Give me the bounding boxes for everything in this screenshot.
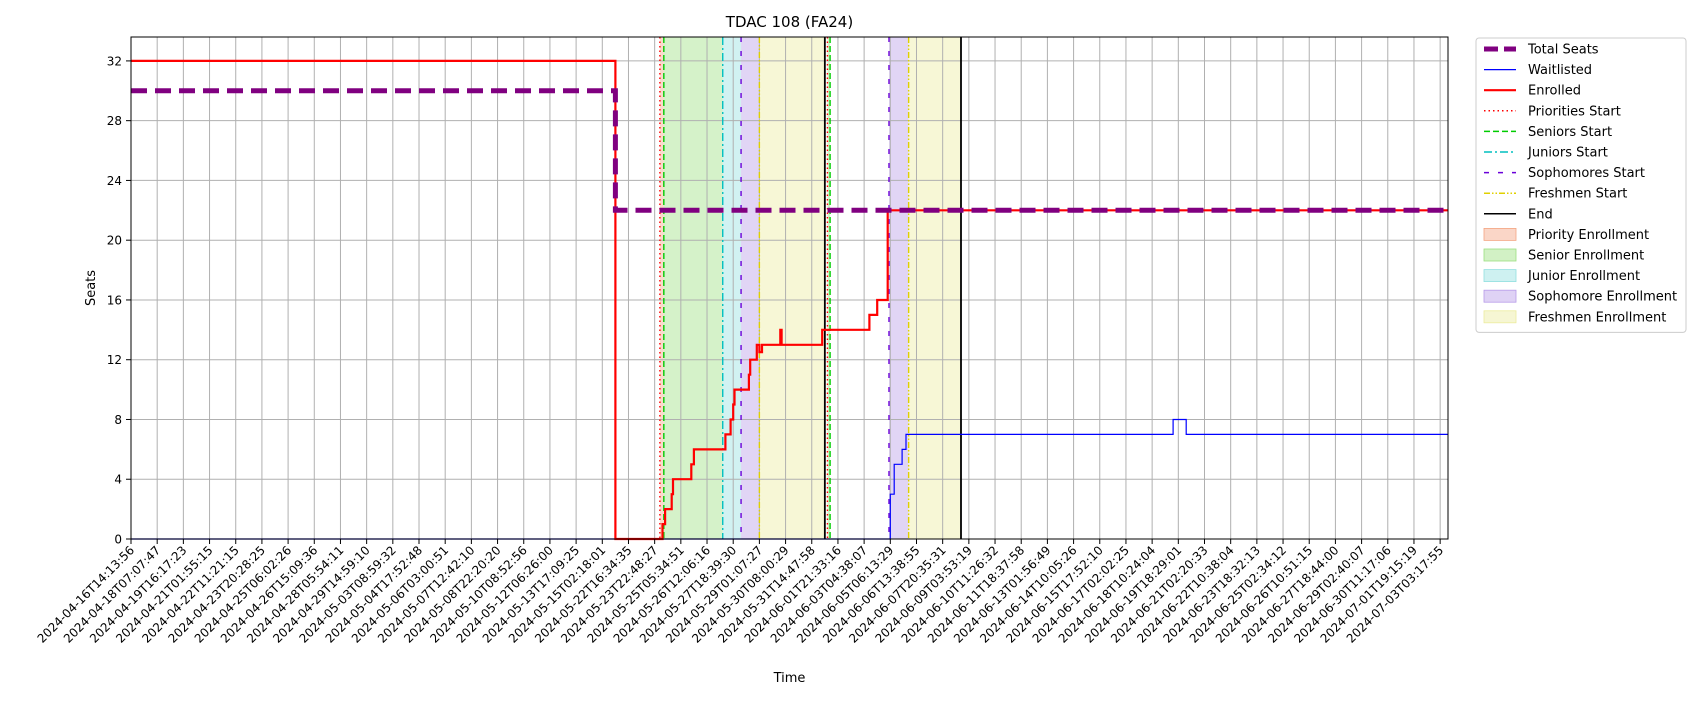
legend-item-priorities-start: Priorities Start — [1484, 104, 1621, 119]
y-tick-label: 8 — [114, 413, 122, 427]
y-tick-label: 16 — [107, 293, 122, 307]
y-tick-label: 0 — [114, 533, 122, 547]
legend-item-total-seats: Total Seats — [1484, 43, 1599, 58]
span-freshmen-enrollment — [759, 37, 825, 539]
legend: Total Seats Waitlisted Enrolled Priorities … — [1475, 37, 1687, 333]
legend-label: Seniors Start — [1528, 125, 1612, 140]
span-sophomore-enrollment — [741, 37, 760, 539]
span-priority-enrollment — [659, 37, 664, 539]
legend-item-freshmen-start: Freshmen Start — [1484, 187, 1627, 202]
series-lines — [131, 59, 1448, 541]
legend-swatch — [1483, 289, 1517, 303]
y-axis: 0 4 8 12 16 20 24 28 32 — [107, 54, 131, 547]
legend-item-priority-enrollment: Priority Enrollment — [1483, 227, 1649, 243]
legend-label: Total Seats — [1527, 43, 1599, 58]
legend-item-sophomore-enrollment: Sophomore Enrollment — [1483, 289, 1677, 305]
legend-label: Senior Enrollment — [1528, 249, 1644, 264]
span-senior-enrollment — [827, 37, 831, 539]
chart-title: TDAC 108 (FA24) — [725, 13, 853, 31]
legend-item-enrolled: Enrolled — [1484, 84, 1581, 99]
x-axis: 2024-04-16T14:13:562024-04-18T07:07:4720… — [35, 539, 1446, 646]
legend-label: Waitlisted — [1528, 63, 1592, 78]
y-tick-label: 32 — [107, 54, 122, 68]
y-axis-label: Seats — [84, 270, 99, 306]
legend-item-senior-enrollment: Senior Enrollment — [1483, 248, 1644, 264]
series-total-seats — [131, 88, 1448, 213]
legend-item-junior-enrollment: Junior Enrollment — [1483, 269, 1640, 284]
span-junior-enrollment — [722, 37, 742, 539]
legend-item-seniors-start: Seniors Start — [1484, 125, 1612, 140]
legend-box — [1475, 37, 1687, 333]
legend-label: Enrolled — [1528, 84, 1581, 99]
legend-label: Juniors Start — [1527, 146, 1608, 161]
legend-label: Freshmen Enrollment — [1528, 310, 1666, 325]
legend-label: Junior Enrollment — [1527, 269, 1640, 284]
legend-item-sophomores-start: Sophomores Start — [1484, 166, 1645, 181]
y-tick-label: 24 — [107, 174, 122, 188]
legend-item-juniors-start: Juniors Start — [1484, 146, 1608, 161]
legend-item-end: End — [1484, 207, 1553, 222]
legend-label: Priority Enrollment — [1528, 228, 1649, 243]
legend-swatch — [1483, 310, 1517, 324]
phase-lines — [659, 37, 962, 539]
enrollment-spans — [659, 37, 961, 539]
y-tick-label: 12 — [107, 353, 122, 367]
y-tick-label: 28 — [107, 114, 122, 128]
legend-swatch — [1483, 227, 1517, 241]
legend-label: Freshmen Start — [1528, 187, 1627, 202]
legend-item-freshmen-enrollment: Freshmen Enrollment — [1483, 310, 1666, 325]
series-waitlisted — [131, 418, 1448, 540]
legend-label: End — [1528, 207, 1553, 222]
legend-swatch — [1483, 248, 1517, 262]
legend-label: Priorities Start — [1528, 104, 1621, 119]
legend-swatch — [1483, 269, 1517, 283]
legend-label: Sophomore Enrollment — [1528, 290, 1677, 305]
series-enrolled — [131, 59, 1448, 541]
y-tick-label: 4 — [114, 473, 122, 487]
plot-frame — [130, 36, 1449, 540]
x-axis-label: Time — [773, 671, 806, 686]
legend-item-waitlisted: Waitlisted — [1484, 63, 1592, 78]
legend-label: Sophomores Start — [1528, 166, 1645, 181]
y-tick-label: 20 — [107, 234, 122, 248]
span-sophomore-enrollment — [888, 37, 909, 539]
